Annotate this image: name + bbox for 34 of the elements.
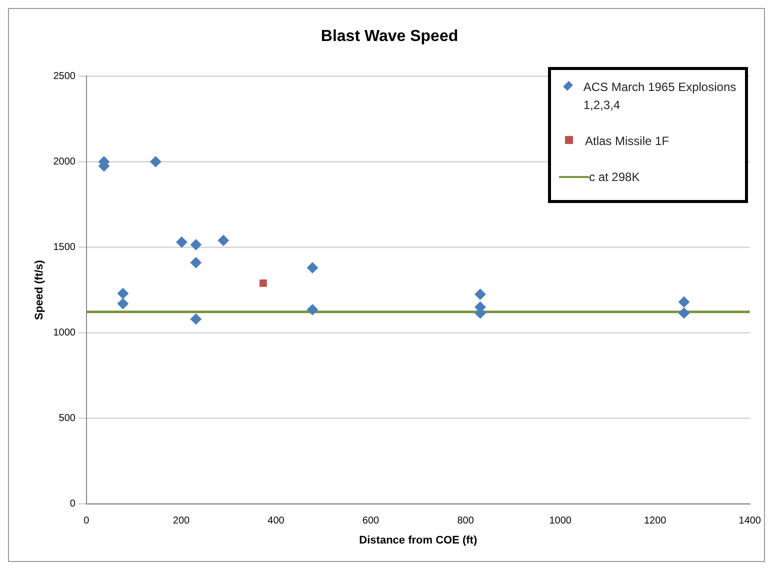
- point: [190, 239, 202, 250]
- x-tick-label: 1000: [549, 516, 572, 527]
- y-tick-label: 500: [58, 413, 76, 424]
- point: [218, 234, 229, 246]
- y-tick-label: 1000: [53, 328, 76, 339]
- chart-title: Blast Wave Speed: [320, 28, 458, 46]
- y-tick-label: 2500: [53, 70, 76, 82]
- point: [678, 308, 690, 319]
- point: [678, 296, 690, 308]
- y-axis-title: Speed (ft/s): [34, 260, 46, 320]
- legend-label: Atlas Missile 1F: [585, 133, 670, 150]
- x-tick-label: 400: [268, 516, 285, 527]
- point: [150, 156, 162, 168]
- point: [190, 257, 202, 268]
- x-tick-label: 1200: [644, 516, 667, 527]
- y-tick-label: 0: [70, 498, 76, 510]
- x-tick-label: 0: [84, 516, 90, 527]
- point: [176, 236, 188, 248]
- legend-label: c at 298K: [589, 169, 640, 186]
- x-tick-label: 1400: [738, 516, 762, 527]
- x-tick-label: 200: [172, 516, 190, 527]
- point: [117, 288, 128, 299]
- y-tick-label: 1500: [53, 242, 76, 253]
- point: [474, 288, 486, 300]
- x-axis-title: Distance from COE (ft): [359, 534, 478, 546]
- y-tick-label: 2000: [53, 156, 76, 168]
- point: [117, 298, 128, 310]
- point: [306, 262, 318, 274]
- point: [190, 314, 202, 325]
- legend-label: ACS March 1965 Explosions 1,2,3,4: [583, 79, 737, 114]
- point: [260, 279, 267, 287]
- x-tick-label: 800: [457, 516, 474, 527]
- x-tick-label: 600: [362, 516, 380, 527]
- point: [306, 304, 318, 316]
